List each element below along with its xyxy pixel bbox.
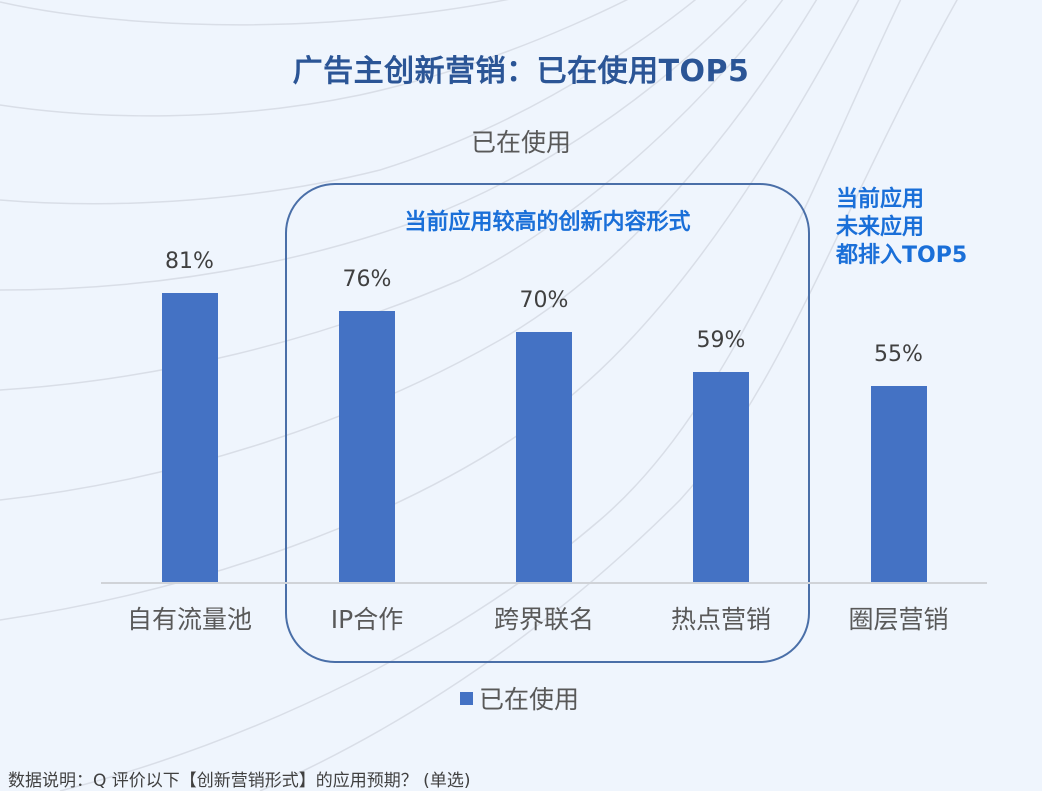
side-note-line: 当前应用: [836, 187, 925, 212]
bar-value-label: 70%: [519, 288, 569, 314]
bar: [693, 371, 749, 583]
bar: [161, 293, 218, 583]
bar: [870, 386, 927, 583]
bar: [339, 310, 395, 583]
side-note-line: 都排入TOP5: [836, 243, 968, 268]
side-note-line: 未来应用: [836, 215, 925, 240]
side-note: 当前应用 未来应用 都排入TOP5: [836, 186, 967, 270]
highlight-box: [285, 183, 810, 663]
x-axis-category-label: 跨界联名: [493, 605, 594, 634]
x-axis-category-label: 圈层营销: [848, 605, 949, 634]
x-axis-category-label: 自有流量池: [126, 605, 252, 634]
bar-value-label: 76%: [342, 266, 392, 292]
bar-value-label: 55%: [874, 342, 923, 368]
highlight-box-label: 当前应用较高的创新内容形式: [404, 210, 691, 235]
legend: 已在使用: [460, 680, 579, 716]
bar: [516, 332, 572, 583]
chart-subtitle: 已在使用: [470, 128, 571, 157]
data-footnote: 数据说明：Q 评价以下【创新营销形式】的应用预期？ (单选): [8, 771, 471, 791]
x-axis-category-label: 热点营销: [670, 605, 771, 634]
bar-value-label: 59%: [696, 327, 746, 353]
legend-label: 已在使用: [479, 685, 580, 714]
x-axis-category-label: IP合作: [330, 605, 404, 634]
legend-swatch-icon: [460, 691, 473, 705]
x-axis-line: [101, 582, 987, 584]
chart-title: 广告主创新营销：已在使用TOP5: [292, 54, 750, 89]
bar-value-label: 81%: [165, 249, 214, 275]
